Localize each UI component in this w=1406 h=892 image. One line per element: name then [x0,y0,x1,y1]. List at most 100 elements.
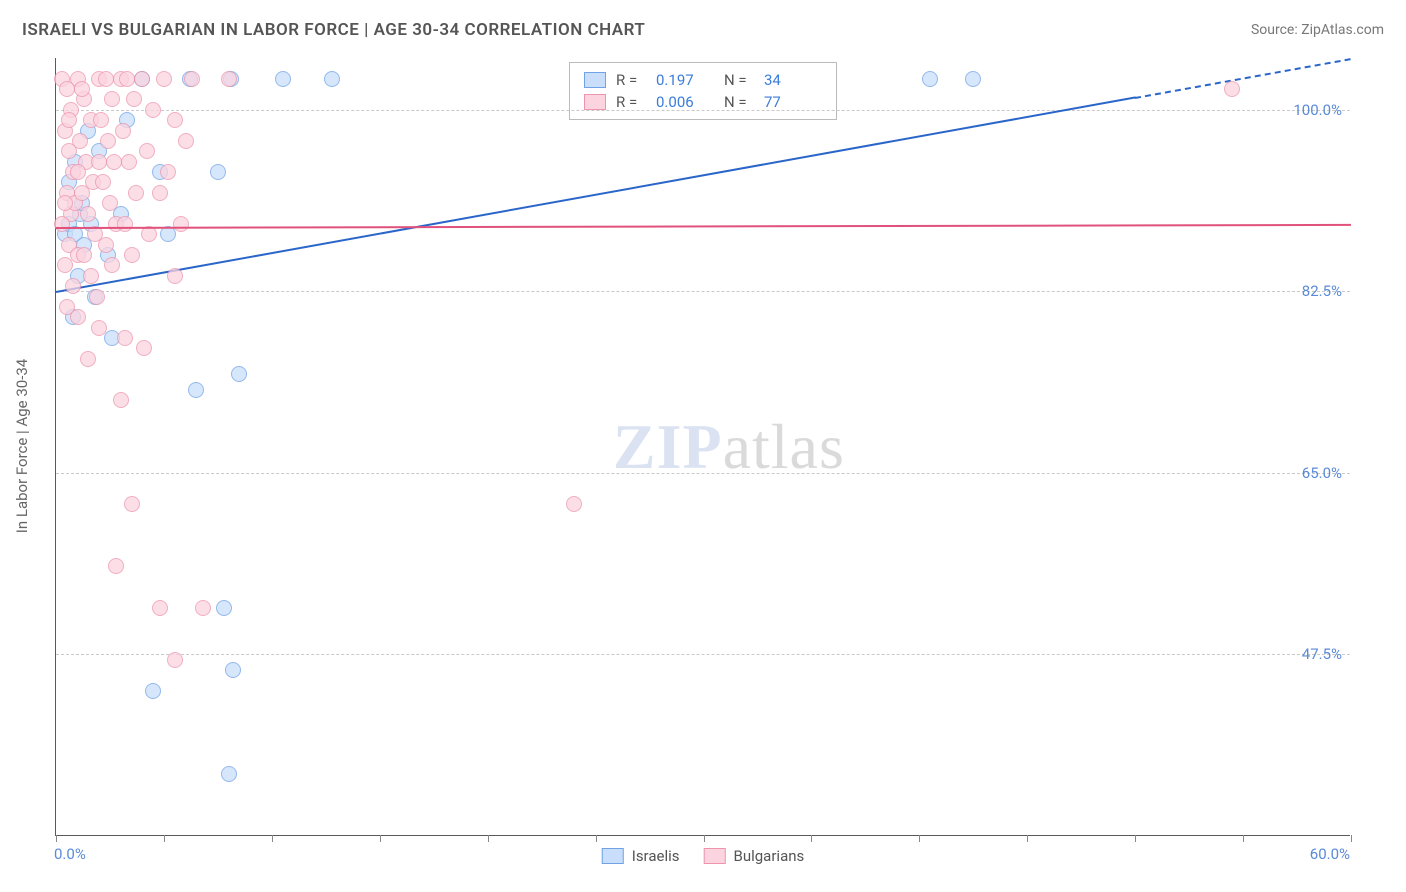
data-point [275,71,291,87]
data-point [98,237,114,253]
n-label: N = [724,93,754,111]
data-point [188,382,204,398]
y-tick-label: 82.5% [1302,282,1342,300]
x-tick [164,835,165,842]
r-label: R = [616,71,646,89]
legend-correlation: R = 0.197 N = 34 R = 0.006 N = 77 [569,62,837,120]
r-value-israelis: 0.197 [656,71,714,89]
x-tick [380,835,381,842]
data-point [57,257,73,273]
swatch-israelis [584,72,606,88]
trend-line [56,224,1351,229]
data-point [216,600,232,616]
source-prefix: Source: [1251,22,1298,38]
swatch-israelis [602,848,624,864]
y-axis-label: In Labor Force | Age 30-34 [13,359,31,533]
data-point [167,652,183,668]
data-point [93,112,109,128]
gridline [56,110,1350,111]
r-value-bulgarians: 0.006 [656,93,714,111]
data-point [89,289,105,305]
swatch-bulgarians [584,94,606,110]
data-point [104,91,120,107]
x-axis-max: 60.0% [1310,845,1350,863]
data-point [74,81,90,97]
gridline [56,654,1350,655]
data-point [70,164,86,180]
data-point [145,683,161,699]
x-tick [704,835,705,842]
legend-label-bulgarians: Bulgarians [734,847,805,865]
plot-area: ZIPatlas R = 0.197 N = 34 R = 0.006 N = … [55,58,1350,836]
data-point [178,133,194,149]
data-point [152,185,168,201]
data-point [225,662,241,678]
data-point [108,558,124,574]
legend-item-israelis: Israelis [602,847,680,865]
correlation-chart: ISRAELI VS BULGARIAN IN LABOR FORCE | AG… [0,0,1406,892]
x-tick [1243,835,1244,842]
data-point [74,185,90,201]
n-value-bulgarians: 77 [764,93,822,111]
source-label: Source: ZipAtlas.com [1251,22,1384,38]
x-tick [1135,835,1136,842]
data-point [80,206,96,222]
watermark-atlas: atlas [723,411,845,482]
x-tick [811,835,812,842]
x-tick [1351,835,1352,842]
trend-line [56,97,1136,293]
x-tick [272,835,273,842]
data-point [61,112,77,128]
legend-item-bulgarians: Bulgarians [704,847,805,865]
r-label: R = [616,93,646,111]
legend-row-israelis: R = 0.197 N = 34 [584,69,822,91]
data-point [115,123,131,139]
data-point [156,71,172,87]
n-label: N = [724,71,754,89]
n-value-israelis: 34 [764,71,822,89]
gridline [56,291,1350,292]
data-point [167,112,183,128]
x-tick [56,835,57,842]
data-point [195,600,211,616]
gridline [56,473,1350,474]
data-point [98,71,114,87]
x-tick [1027,835,1028,842]
data-point [119,71,135,87]
trend-line [1135,58,1351,99]
x-tick [488,835,489,842]
data-point [91,154,107,170]
y-tick-label: 65.0% [1302,464,1342,482]
data-point [210,164,226,180]
y-tick-label: 47.5% [1302,645,1342,663]
data-point [184,71,200,87]
x-tick [596,835,597,842]
swatch-bulgarians [704,848,726,864]
source-value: ZipAtlas.com [1301,22,1384,38]
data-point [100,133,116,149]
data-point [126,91,142,107]
data-point [128,185,144,201]
data-point [106,154,122,170]
y-tick-label: 100.0% [1293,101,1342,119]
data-point [104,257,120,273]
data-point [139,143,155,159]
x-axis-min: 0.0% [54,845,86,863]
data-point [221,766,237,782]
data-point [145,102,161,118]
data-point [152,600,168,616]
legend-label-israelis: Israelis [632,847,680,865]
data-point [91,320,107,336]
legend-series: Israelis Bulgarians [602,847,805,865]
x-tick [919,835,920,842]
data-point [1224,81,1240,97]
data-point [117,216,133,232]
data-point [65,278,81,294]
data-point [160,164,176,180]
data-point [80,351,96,367]
data-point [922,71,938,87]
chart-title: ISRAELI VS BULGARIAN IN LABOR FORCE | AG… [22,20,645,40]
data-point [173,216,189,232]
data-point [124,247,140,263]
data-point [136,340,152,356]
